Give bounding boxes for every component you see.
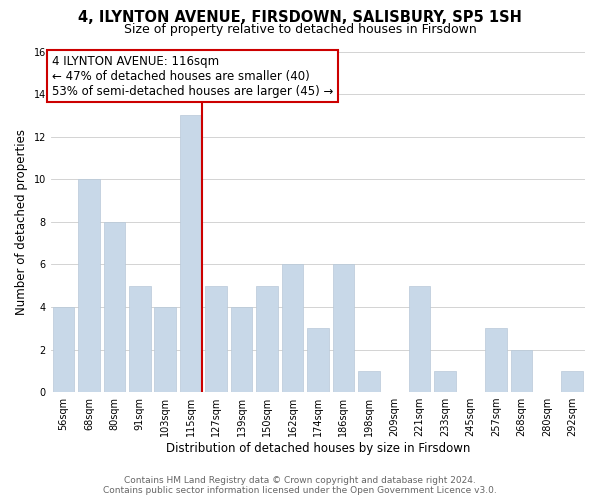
Bar: [511, 350, 532, 392]
Bar: [231, 307, 253, 392]
Bar: [256, 286, 278, 392]
Text: Contains HM Land Registry data © Crown copyright and database right 2024.
Contai: Contains HM Land Registry data © Crown c…: [103, 476, 497, 495]
Bar: [562, 371, 583, 392]
Bar: [154, 307, 176, 392]
Bar: [434, 371, 456, 392]
Bar: [205, 286, 227, 392]
Bar: [281, 264, 303, 392]
Bar: [358, 371, 380, 392]
Bar: [307, 328, 329, 392]
Bar: [409, 286, 430, 392]
Text: Size of property relative to detached houses in Firsdown: Size of property relative to detached ho…: [124, 22, 476, 36]
Bar: [53, 307, 74, 392]
Y-axis label: Number of detached properties: Number of detached properties: [15, 129, 28, 315]
Bar: [485, 328, 507, 392]
Bar: [332, 264, 354, 392]
Text: 4 ILYNTON AVENUE: 116sqm
← 47% of detached houses are smaller (40)
53% of semi-d: 4 ILYNTON AVENUE: 116sqm ← 47% of detach…: [52, 54, 334, 98]
Bar: [78, 179, 100, 392]
Bar: [104, 222, 125, 392]
X-axis label: Distribution of detached houses by size in Firsdown: Distribution of detached houses by size …: [166, 442, 470, 455]
Bar: [180, 116, 202, 392]
Bar: [129, 286, 151, 392]
Text: 4, ILYNTON AVENUE, FIRSDOWN, SALISBURY, SP5 1SH: 4, ILYNTON AVENUE, FIRSDOWN, SALISBURY, …: [78, 10, 522, 25]
